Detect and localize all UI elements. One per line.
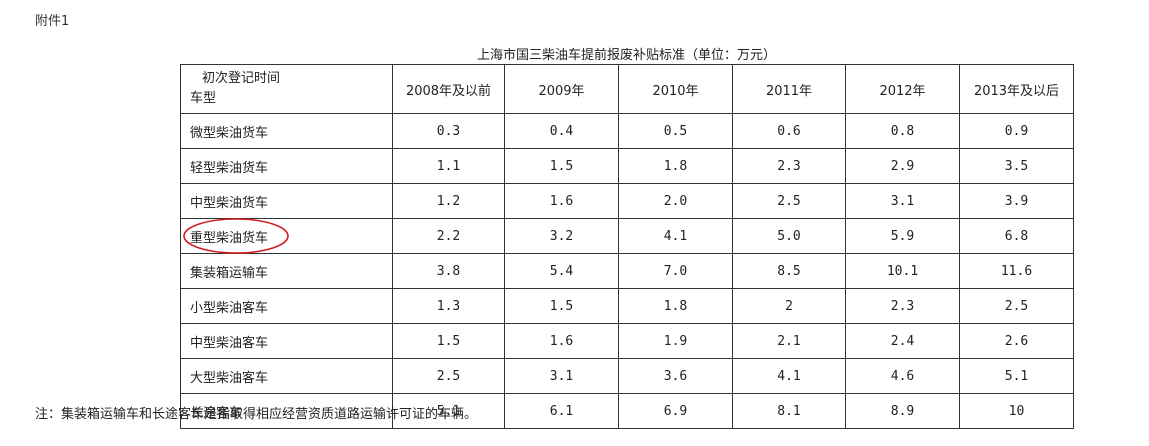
value-cell: 3.9 bbox=[959, 183, 1074, 219]
value-cell: 4.1 bbox=[732, 358, 846, 394]
table-row: 大型柴油客车 2.5 3.1 3.6 4.1 4.6 5.1 bbox=[180, 358, 1074, 394]
vehicle-type-cell: 小型柴油客车 bbox=[180, 288, 393, 324]
value-cell: 1.6 bbox=[504, 323, 619, 359]
value-cell: 5.9 bbox=[845, 218, 960, 254]
vehicle-type-cell: 微型柴油货车 bbox=[180, 113, 393, 149]
vehicle-type-label: 车型 bbox=[190, 91, 217, 106]
vehicle-type-cell: 大型柴油客车 bbox=[180, 358, 393, 394]
value-cell: 5.1 bbox=[959, 358, 1074, 394]
value-cell: 3.1 bbox=[845, 183, 960, 219]
value-cell: 0.8 bbox=[845, 113, 960, 149]
value-cell: 2.5 bbox=[392, 358, 505, 394]
value-cell: 3.2 bbox=[504, 218, 619, 254]
value-cell: 1.8 bbox=[618, 148, 733, 184]
value-cell: 2.1 bbox=[732, 323, 846, 359]
year-header: 2009年 bbox=[504, 64, 619, 114]
value-cell: 6.1 bbox=[504, 393, 619, 429]
header-row: 初次登记时间 车型 2008年及以前 2009年 2010年 2011年 201… bbox=[180, 64, 1074, 114]
vehicle-type-cell: 中型柴油客车 bbox=[180, 323, 393, 359]
value-cell: 3.5 bbox=[959, 148, 1074, 184]
value-cell: 8.9 bbox=[845, 393, 960, 429]
value-cell: 0.5 bbox=[618, 113, 733, 149]
footnote: 注：集装箱运输车和长途客车是指取得相应经营资质道路运输许可证的车辆。 bbox=[35, 407, 478, 422]
value-cell: 7.0 bbox=[618, 253, 733, 289]
circled-label: 重型柴油货车 bbox=[183, 217, 289, 254]
attachment-label: 附件1 bbox=[35, 14, 70, 29]
value-cell: 8.5 bbox=[732, 253, 846, 289]
value-cell: 2.2 bbox=[392, 218, 505, 254]
year-header: 2012年 bbox=[845, 64, 960, 114]
red-ellipse-mark bbox=[183, 217, 289, 254]
value-cell: 6.8 bbox=[959, 218, 1074, 254]
value-cell: 2 bbox=[732, 288, 846, 324]
table-row: 微型柴油货车 0.3 0.4 0.5 0.6 0.8 0.9 bbox=[180, 113, 1074, 149]
table-caption: 上海市国三柴油车提前报废补贴标准（单位：万元） bbox=[476, 48, 776, 63]
value-cell: 4.6 bbox=[845, 358, 960, 394]
table-row: 中型柴油货车 1.2 1.6 2.0 2.5 3.1 3.9 bbox=[180, 183, 1074, 219]
table-row: 中型柴油客车 1.5 1.6 1.9 2.1 2.4 2.6 bbox=[180, 323, 1074, 359]
value-cell: 1.8 bbox=[618, 288, 733, 324]
value-cell: 1.5 bbox=[504, 288, 619, 324]
vehicle-type-cell: 轻型柴油货车 bbox=[180, 148, 393, 184]
value-cell: 2.3 bbox=[845, 288, 960, 324]
value-cell: 2.0 bbox=[618, 183, 733, 219]
table-row-highlighted: 重型柴油货车 2.2 3.2 4.1 5.0 5.9 6.8 bbox=[180, 217, 1074, 254]
value-cell: 0.9 bbox=[959, 113, 1074, 149]
value-cell: 10 bbox=[959, 393, 1074, 429]
value-cell: 2.5 bbox=[732, 183, 846, 219]
value-cell: 8.1 bbox=[732, 393, 846, 429]
value-cell: 4.1 bbox=[618, 218, 733, 254]
year-header: 2010年 bbox=[618, 64, 733, 114]
value-cell: 1.5 bbox=[504, 148, 619, 184]
value-cell: 1.1 bbox=[392, 148, 505, 184]
value-cell: 2.4 bbox=[845, 323, 960, 359]
value-cell: 3.6 bbox=[618, 358, 733, 394]
vehicle-type-label: 重型柴油货车 bbox=[190, 230, 269, 246]
value-cell: 0.3 bbox=[392, 113, 505, 149]
value-cell: 0.6 bbox=[732, 113, 846, 149]
value-cell: 2.6 bbox=[959, 323, 1074, 359]
year-header: 2008年及以前 bbox=[392, 64, 505, 114]
vehicle-type-cell: 中型柴油货车 bbox=[180, 183, 393, 219]
value-cell: 1.6 bbox=[504, 183, 619, 219]
value-cell: 2.5 bbox=[959, 288, 1074, 324]
value-cell: 5.4 bbox=[504, 253, 619, 289]
table-row: 轻型柴油货车 1.1 1.5 1.8 2.3 2.9 3.5 bbox=[180, 148, 1074, 184]
year-header: 2013年及以后 bbox=[959, 64, 1074, 114]
value-cell: 5.0 bbox=[732, 218, 846, 254]
table-row: 集装箱运输车 3.8 5.4 7.0 8.5 10.1 11.6 bbox=[180, 253, 1074, 289]
value-cell: 1.9 bbox=[618, 323, 733, 359]
value-cell: 6.9 bbox=[618, 393, 733, 429]
vehicle-type-cell: 集装箱运输车 bbox=[180, 253, 393, 289]
vehicle-type-cell: 长途客车 bbox=[180, 393, 393, 429]
value-cell: 0.4 bbox=[504, 113, 619, 149]
table-row: 小型柴油客车 1.3 1.5 1.8 2 2.3 2.5 bbox=[180, 288, 1074, 324]
value-cell: 11.6 bbox=[959, 253, 1074, 289]
registration-time-label: 初次登记时间 bbox=[202, 71, 281, 86]
corner-header-cell: 初次登记时间 车型 bbox=[180, 64, 393, 114]
subsidy-table: 初次登记时间 车型 2008年及以前 2009年 2010年 2011年 201… bbox=[180, 64, 1074, 429]
value-cell: 2.3 bbox=[732, 148, 846, 184]
vehicle-type-cell-circled: 重型柴油货车 bbox=[180, 217, 393, 254]
value-cell: 3.8 bbox=[392, 253, 505, 289]
value-cell: 1.3 bbox=[392, 288, 505, 324]
value-cell: 1.2 bbox=[392, 183, 505, 219]
value-cell: 2.9 bbox=[845, 148, 960, 184]
value-cell: 10.1 bbox=[845, 253, 960, 289]
value-cell: 3.1 bbox=[504, 358, 619, 394]
table-row: 长途客车 5.1 6.1 6.9 8.1 8.9 10 bbox=[180, 393, 1074, 429]
year-header: 2011年 bbox=[732, 64, 846, 114]
value-cell: 5.1 bbox=[392, 393, 505, 429]
value-cell: 1.5 bbox=[392, 323, 505, 359]
